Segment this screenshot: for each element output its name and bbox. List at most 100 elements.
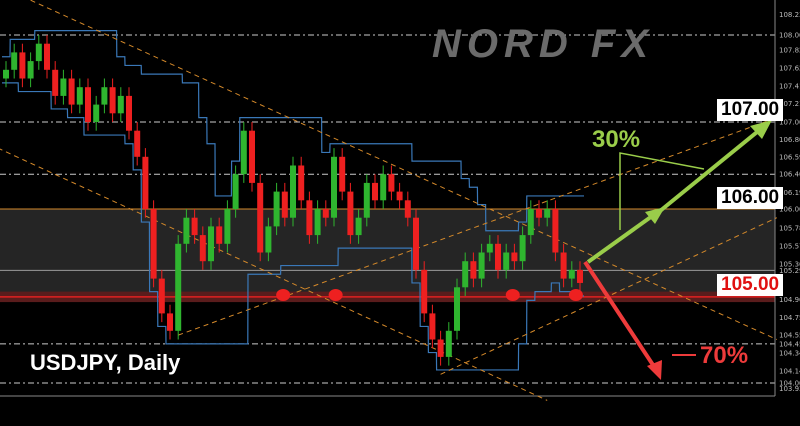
y-tick-label: 105.780	[779, 225, 800, 233]
candle-body	[273, 191, 280, 227]
touch-point	[276, 289, 291, 301]
y-tick-label: 104.345	[779, 349, 800, 357]
candle-body	[224, 209, 231, 244]
candle-body	[290, 165, 296, 218]
candle-body	[298, 165, 305, 201]
candle-body	[208, 226, 214, 262]
y-tick-label: 108.000	[779, 32, 800, 40]
candle-body	[421, 269, 428, 314]
y-tick-label: 104.960	[779, 296, 800, 304]
candle-body	[560, 252, 567, 279]
y-tick-label: 106.400	[779, 171, 800, 179]
level-label-107: 107.00	[717, 99, 784, 121]
candle-body	[470, 261, 477, 279]
candle-body	[68, 78, 75, 105]
y-tick-label: 107.825	[779, 47, 800, 55]
candle-body	[76, 87, 83, 105]
candle-body	[167, 313, 173, 331]
bullish-probability: 30%	[592, 126, 641, 153]
y-tick-label: 104.450	[779, 340, 800, 348]
candle-body	[445, 330, 452, 357]
candle-body	[3, 69, 9, 79]
candle-body	[117, 95, 124, 114]
candle-body	[388, 174, 395, 192]
bull-arrow-segment-1	[586, 212, 657, 264]
y-tick-label: 105.295	[779, 267, 800, 275]
candle-body	[339, 156, 346, 192]
candle-body	[175, 243, 182, 331]
candle-body	[150, 209, 157, 279]
channel-lower	[2, 82, 584, 371]
candle-body	[568, 269, 575, 279]
y-tick-label: 106.000	[779, 206, 800, 214]
candle-body	[158, 278, 165, 314]
candle-body	[191, 217, 198, 236]
candle-body	[511, 252, 518, 262]
bull-arrow-segment-2	[658, 126, 764, 213]
y-tick-label: 104.755	[779, 314, 800, 322]
candle-body	[347, 191, 354, 236]
bear-arrow-segment	[583, 260, 657, 370]
trendline	[0, 148, 548, 401]
candle-body	[413, 217, 419, 270]
trendline	[440, 217, 778, 375]
candle-body	[44, 43, 50, 70]
y-tick-label: 106.800	[779, 136, 800, 144]
candle-body	[306, 200, 313, 236]
candle-body	[126, 95, 132, 131]
bull-arrow-head-1	[645, 207, 665, 224]
candle-body	[19, 52, 26, 79]
candle-body	[577, 269, 583, 283]
candle-body	[331, 156, 337, 218]
touch-point	[328, 289, 343, 301]
touch-point	[568, 289, 583, 301]
candle-body	[404, 200, 411, 218]
y-tick-label: 106.190	[779, 189, 800, 197]
bull-arrow-head-2	[750, 120, 772, 139]
bearish-probability: 70%	[700, 342, 749, 369]
y-tick-label: 104.000	[779, 380, 800, 388]
candle-body	[240, 130, 247, 175]
y-tick-label: 107.210	[779, 100, 800, 108]
candle-body	[495, 243, 501, 270]
candle-body	[142, 156, 149, 209]
candle-body	[109, 87, 116, 114]
candle-body	[134, 130, 141, 157]
candle-body	[552, 209, 559, 253]
candle-body	[363, 182, 370, 218]
y-tick-label: 104.550	[779, 332, 800, 340]
candle-body	[429, 313, 436, 340]
trendline	[178, 117, 777, 336]
candle-body	[322, 209, 329, 218]
y-tick-label: 103.935	[779, 385, 800, 393]
candle-body	[462, 261, 469, 288]
candle-body	[372, 182, 378, 201]
candle-body	[478, 252, 485, 279]
candle-body	[454, 287, 460, 331]
candle-body	[216, 226, 223, 244]
candle-body	[249, 130, 255, 183]
candle-body	[536, 209, 542, 218]
candle-body	[52, 69, 59, 96]
channel-upper	[2, 30, 584, 232]
trendline	[30, 0, 778, 340]
touch-point	[505, 289, 520, 301]
nordfx-logo: NORD FX	[432, 22, 654, 66]
candle-body	[265, 226, 272, 253]
candle-body	[355, 217, 362, 236]
candle-body	[199, 235, 206, 262]
candle-body	[486, 243, 493, 253]
candle-body	[85, 87, 91, 122]
y-tick-label: 107.620	[779, 65, 800, 73]
y-tick-label: 105.575	[779, 242, 800, 250]
candle-body	[527, 209, 534, 236]
candle-body	[503, 252, 510, 270]
range-zone	[0, 209, 775, 301]
y-tick-label: 108.235	[779, 11, 800, 19]
candle-body	[60, 78, 67, 96]
candle-body	[35, 43, 42, 62]
candle-body	[11, 52, 18, 70]
bull-bracket	[619, 152, 705, 230]
y-tick-label: 104.140	[779, 367, 800, 375]
